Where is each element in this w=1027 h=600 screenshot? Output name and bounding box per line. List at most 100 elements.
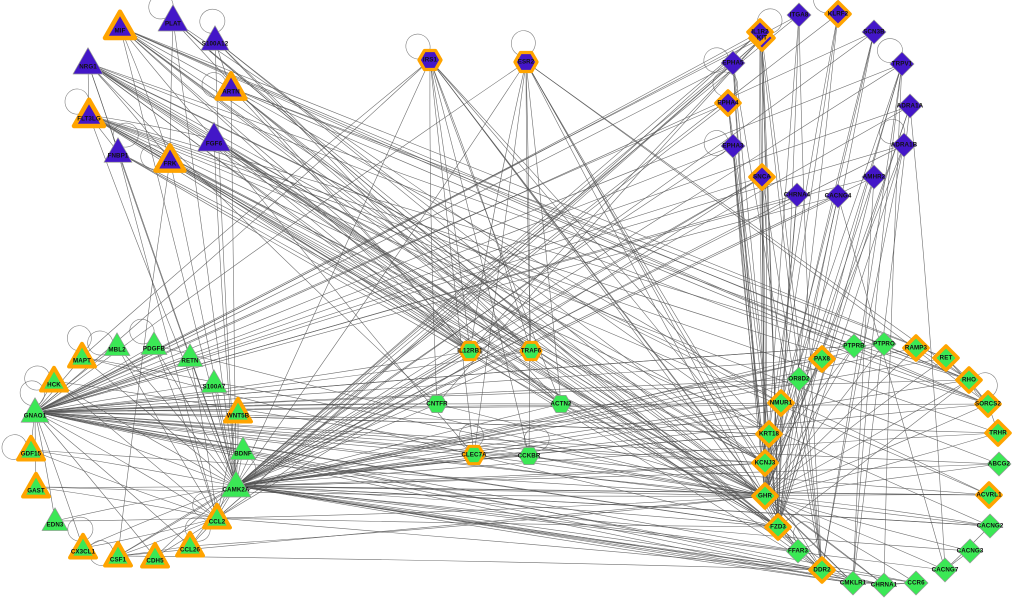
graph-node-s100a7[interactable] [200,369,228,393]
graph-edge [821,63,903,571]
graph-node-cdh5[interactable] [140,541,170,569]
graph-node-cacng7[interactable] [932,557,958,583]
graph-node-camk2a[interactable] [220,470,252,498]
graph-edge [235,485,991,527]
graph-node-adra1b[interactable] [891,132,917,158]
graph-node-ptpro[interactable] [871,331,897,357]
graph-node-klrf2[interactable] [824,0,852,28]
graph-node-pdgfb[interactable] [140,331,168,355]
graph-node-abcg2[interactable] [986,451,1012,477]
graph-node-fnbp1[interactable] [103,137,133,163]
graph-node-edn3[interactable] [41,507,69,531]
graph-node-epha5[interactable] [720,50,746,76]
graph-node-ptprb[interactable] [841,333,867,359]
graph-node-cacng4[interactable] [825,183,851,209]
graph-edge [764,495,854,584]
graph-node-ret[interactable] [932,344,960,372]
graph-node-or8d2[interactable] [786,366,812,392]
graph-node-snca[interactable] [748,163,776,191]
node-shape-triangle [200,25,230,51]
graph-node-cntfr[interactable] [426,394,448,414]
graph-node-plat[interactable] [157,4,189,32]
graph-node-amhr2[interactable] [861,164,887,190]
graph-node-mif[interactable] [102,9,138,41]
graph-node-cmklr1[interactable] [840,570,866,596]
graph-node-ccl2[interactable] [202,502,232,530]
node-shape-triangle [202,502,232,530]
graph-node-s100a12[interactable] [200,25,230,51]
graph-node-mapt[interactable] [67,341,97,369]
graph-node-mbl2[interactable] [103,332,131,356]
graph-node-ramp3[interactable] [902,334,930,362]
graph-node-frk[interactable] [153,143,187,173]
graph-node-chrna1[interactable] [871,572,897,598]
graph-node-acvrl1[interactable] [975,481,1003,509]
graph-node-cacng2[interactable] [977,513,1003,539]
graph-node-rho[interactable] [955,366,983,394]
graph-node-gdf15[interactable] [16,434,46,462]
graph-edge [81,356,237,487]
graph-self-loop [112,122,139,148]
graph-node-kcnj3[interactable] [751,449,779,477]
graph-node-clec7a[interactable] [462,444,486,466]
graph-node-flt3lg[interactable] [71,97,107,129]
graph-node-trhr[interactable] [984,419,1012,447]
graph-self-loop [703,47,729,73]
graph-node-ccl26[interactable] [175,530,205,558]
node-shape-hexagon [426,394,448,414]
graph-node-actn2[interactable] [550,394,572,414]
graph-node-adra1a[interactable] [897,93,923,119]
graph-edge [235,62,734,487]
graph-node-cacng3[interactable] [957,538,983,564]
graph-edge [216,31,761,519]
graph-edge [525,61,562,405]
graph-node-bdnf[interactable] [229,436,257,460]
graph-node-retn[interactable] [176,343,204,367]
graph-node-il1r2[interactable] [746,18,774,46]
graph-node-nmur1[interactable] [767,389,795,417]
graph-node-pax8[interactable] [808,345,836,373]
graph-edge [525,61,989,405]
graph-node-sorcs2[interactable] [974,390,1002,418]
graph-node-esr2[interactable] [513,50,539,74]
graph-node-ccr6[interactable] [903,570,929,596]
graph-node-itga8[interactable] [786,2,812,28]
graph-edge [34,176,763,413]
node-shape-diamond [902,334,930,362]
node-shape-diamond [889,51,915,77]
graph-edge [235,485,946,571]
graph-node-ffar3[interactable] [785,538,811,564]
graph-node-krt18[interactable] [755,420,783,448]
graph-node-irs1[interactable] [417,48,443,72]
graph-node-ddr2[interactable] [808,556,836,584]
graph-node-hck[interactable] [39,365,69,393]
graph-node-gast[interactable] [21,471,51,499]
node-shape-diamond [955,366,983,394]
graph-node-fzd3[interactable] [764,513,792,541]
graph-node-cckbr[interactable] [518,446,540,466]
graph-edge [88,114,991,527]
graph-node-chrna4[interactable] [784,182,810,208]
graph-edge [119,26,532,352]
graph-node-epha4[interactable] [714,89,742,117]
graph-node-trpv1[interactable] [889,51,915,77]
graph-node-nrg1[interactable] [72,47,104,75]
graph-node-wnt5b[interactable] [223,396,253,424]
graph-node-scn3b[interactable] [861,19,887,45]
graph-edge [34,382,215,413]
graph-node-artn[interactable] [214,71,248,101]
graph-node-csf1[interactable] [103,540,133,568]
graph-edge [54,485,237,522]
graph-node-gnao1[interactable] [20,397,50,423]
graph-node-fgf6[interactable] [197,121,231,152]
graph-node-cx3cl1[interactable] [68,532,98,560]
node-shape-hexagon [458,340,482,362]
graph-node-il12rb1[interactable] [458,340,482,362]
graph-edge [469,37,763,352]
graph-edge [30,449,237,487]
graph-node-ghr[interactable] [751,482,779,510]
graph-node-epha3[interactable] [720,133,746,159]
graph-node-traf6[interactable] [519,340,543,362]
node-shape-diamond [714,89,742,117]
